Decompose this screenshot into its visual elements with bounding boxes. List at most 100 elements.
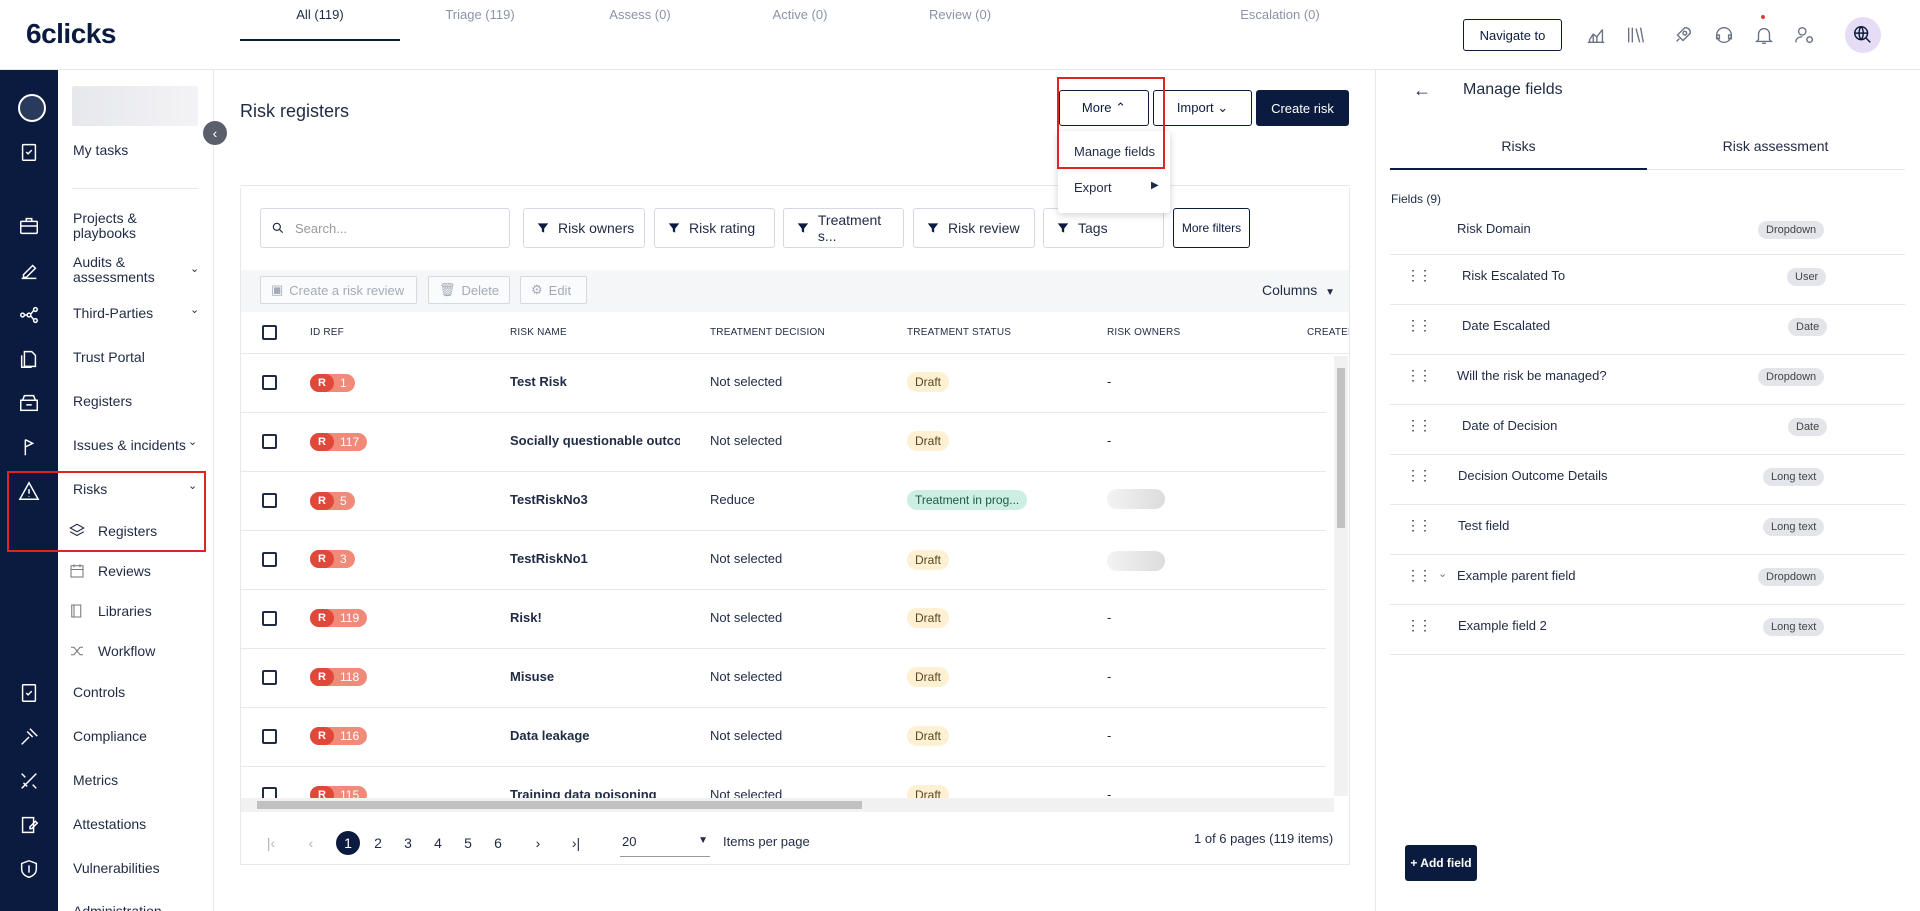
sidebar-item-controls[interactable]: Controls — [73, 684, 126, 700]
field-row[interactable] — [1390, 505, 1905, 555]
tab-risks[interactable]: Risks — [1390, 128, 1647, 170]
edit-button[interactable]: ⚙ Edit — [520, 276, 587, 304]
navigate-to-button[interactable]: Navigate to — [1463, 19, 1562, 51]
support-icon[interactable] — [1711, 22, 1737, 48]
column-header-id[interactable]: ID REF — [310, 327, 344, 338]
sidebar-sub-registers[interactable]: Registers — [68, 518, 208, 544]
tab-all[interactable]: All (119) — [240, 0, 400, 41]
incident-icon[interactable] — [14, 432, 44, 462]
attestation-icon[interactable] — [14, 810, 44, 840]
sidebar-sub-reviews[interactable]: Reviews — [68, 558, 208, 584]
chevron-down-icon[interactable]: ⌄ — [1438, 568, 1448, 580]
bell-icon[interactable] — [1751, 22, 1777, 48]
drag-handle-icon[interactable]: ⋮⋮ — [1406, 517, 1432, 533]
menu-item-export[interactable]: Export — [1074, 180, 1112, 195]
drag-handle-icon[interactable]: ⋮⋮ — [1406, 567, 1432, 583]
tab-active[interactable]: Active (0) — [772, 7, 828, 22]
table-row[interactable] — [241, 590, 1326, 649]
columns-button[interactable]: Columns ▼ — [1262, 282, 1336, 298]
field-row[interactable] — [1390, 455, 1905, 505]
row-checkbox[interactable] — [262, 670, 277, 685]
scroll-thumb[interactable] — [1337, 368, 1345, 528]
vertical-scrollbar[interactable] — [1334, 356, 1348, 796]
sidebar-item-vulnerabilities[interactable]: Vulnerabilities — [73, 860, 160, 876]
table-row[interactable] — [241, 531, 1326, 590]
delete-button[interactable]: 🗑 Delete — [428, 276, 510, 304]
first-page-button[interactable]: |‹ — [266, 835, 276, 851]
column-header-owners[interactable]: RISK OWNERS — [1107, 327, 1181, 338]
tab-assess[interactable]: Assess (0) — [609, 7, 671, 22]
row-checkbox[interactable] — [262, 552, 277, 567]
sidebar-item-my-tasks[interactable]: My tasks — [73, 142, 129, 158]
page-button[interactable]: 5 — [464, 835, 472, 851]
tab-escalation[interactable]: Escalation (0) — [1240, 7, 1320, 22]
risk-name[interactable]: Data leakage — [510, 728, 590, 743]
risk-name[interactable]: TestRiskNo3 — [510, 492, 588, 507]
scroll-thumb[interactable] — [257, 801, 862, 809]
controls-icon[interactable] — [14, 678, 44, 708]
drag-handle-icon[interactable]: ⋮⋮ — [1406, 267, 1432, 283]
import-button[interactable]: Import ⌄ — [1153, 90, 1252, 126]
drag-handle-icon[interactable]: ⋮⋮ — [1406, 317, 1432, 333]
items-per-page-select[interactable]: 20 ▼ — [620, 831, 710, 857]
sidebar-item-registers[interactable]: Registers — [73, 393, 133, 409]
app-logo[interactable]: 6clicks — [26, 18, 116, 49]
sidebar-sub-workflow[interactable]: Workflow — [68, 638, 208, 664]
last-page-button[interactable]: ›| — [571, 835, 581, 851]
tab-review[interactable]: Review (0) — [928, 7, 992, 22]
library-icon[interactable] — [1623, 22, 1649, 48]
sidebar-item-third-parties[interactable]: Third-Parties — [73, 305, 154, 321]
field-row[interactable] — [1390, 255, 1905, 305]
table-row[interactable] — [241, 413, 1326, 472]
sidebar-item-projects[interactable]: Projects & playbooks — [73, 210, 137, 241]
risk-name[interactable]: Risk! — [510, 610, 542, 625]
column-header-status[interactable]: TREATMENT STATUS — [907, 327, 1012, 338]
row-checkbox[interactable] — [262, 611, 277, 626]
sidebar-item-administration[interactable]: Administration — [73, 904, 203, 911]
chevron-down-icon[interactable]: ⌄ — [190, 304, 200, 316]
workspace-avatar[interactable] — [18, 94, 46, 122]
rocket-icon[interactable] — [1670, 22, 1696, 48]
tasks-icon[interactable] — [14, 137, 44, 167]
field-row[interactable] — [1390, 305, 1905, 355]
tab-risk-assessment[interactable]: Risk assessment — [1722, 138, 1829, 154]
row-checkbox[interactable] — [262, 787, 277, 798]
row-checkbox[interactable] — [262, 375, 277, 390]
filter-treatment-status[interactable]: Treatment s... — [783, 208, 904, 248]
row-checkbox[interactable] — [262, 493, 277, 508]
tab-triage[interactable]: Triage (119) — [445, 7, 515, 22]
sidebar-item-risks[interactable]: Risks — [73, 481, 108, 497]
page-button[interactable]: 2 — [374, 835, 382, 851]
filter-risk-rating[interactable]: Risk rating — [654, 208, 775, 248]
column-header-decision[interactable]: TREATMENT DECISION — [710, 327, 825, 338]
add-field-button[interactable]: + Add field — [1405, 845, 1477, 881]
page-button[interactable]: 4 — [434, 835, 442, 851]
column-header-name[interactable]: RISK NAME — [510, 327, 567, 338]
create-risk-button[interactable]: Create risk — [1256, 90, 1349, 126]
sidebar-item-issues[interactable]: Issues & incidents — [73, 437, 186, 453]
prev-page-button[interactable]: ‹ — [308, 835, 314, 851]
chevron-down-icon[interactable]: ⌄ — [190, 263, 200, 275]
metrics-icon[interactable] — [14, 766, 44, 796]
menu-item-manage-fields[interactable]: Manage fields — [1074, 144, 1155, 159]
drag-handle-icon[interactable]: ⋮⋮ — [1406, 367, 1432, 383]
page-button[interactable]: 3 — [404, 835, 412, 851]
chevron-down-icon[interactable]: ⌄ — [188, 480, 198, 492]
analytics-icon[interactable] — [1583, 22, 1609, 48]
risk-name[interactable]: Training data poisoning — [510, 787, 657, 798]
sidebar-item-metrics[interactable]: Metrics — [73, 772, 119, 788]
chevron-down-icon[interactable]: ⌄ — [188, 436, 198, 448]
row-checkbox[interactable] — [262, 729, 277, 744]
sidebar-item-trust-portal[interactable]: Trust Portal — [73, 349, 145, 365]
table-row[interactable] — [241, 708, 1326, 767]
field-row[interactable] — [1390, 405, 1905, 455]
back-arrow-icon[interactable]: ← — [1413, 80, 1431, 100]
more-filters-button[interactable]: More filters — [1173, 208, 1250, 248]
filter-risk-owners[interactable]: Risk owners — [523, 208, 645, 248]
register-icon[interactable] — [14, 388, 44, 418]
filter-tags[interactable]: Tags — [1043, 208, 1164, 248]
drag-handle-icon[interactable]: ⋮⋮ — [1406, 417, 1432, 433]
filter-risk-review[interactable]: Risk review — [913, 208, 1035, 248]
risk-name[interactable]: Socially questionable outco... — [510, 433, 680, 448]
briefcase-icon[interactable] — [14, 211, 44, 241]
